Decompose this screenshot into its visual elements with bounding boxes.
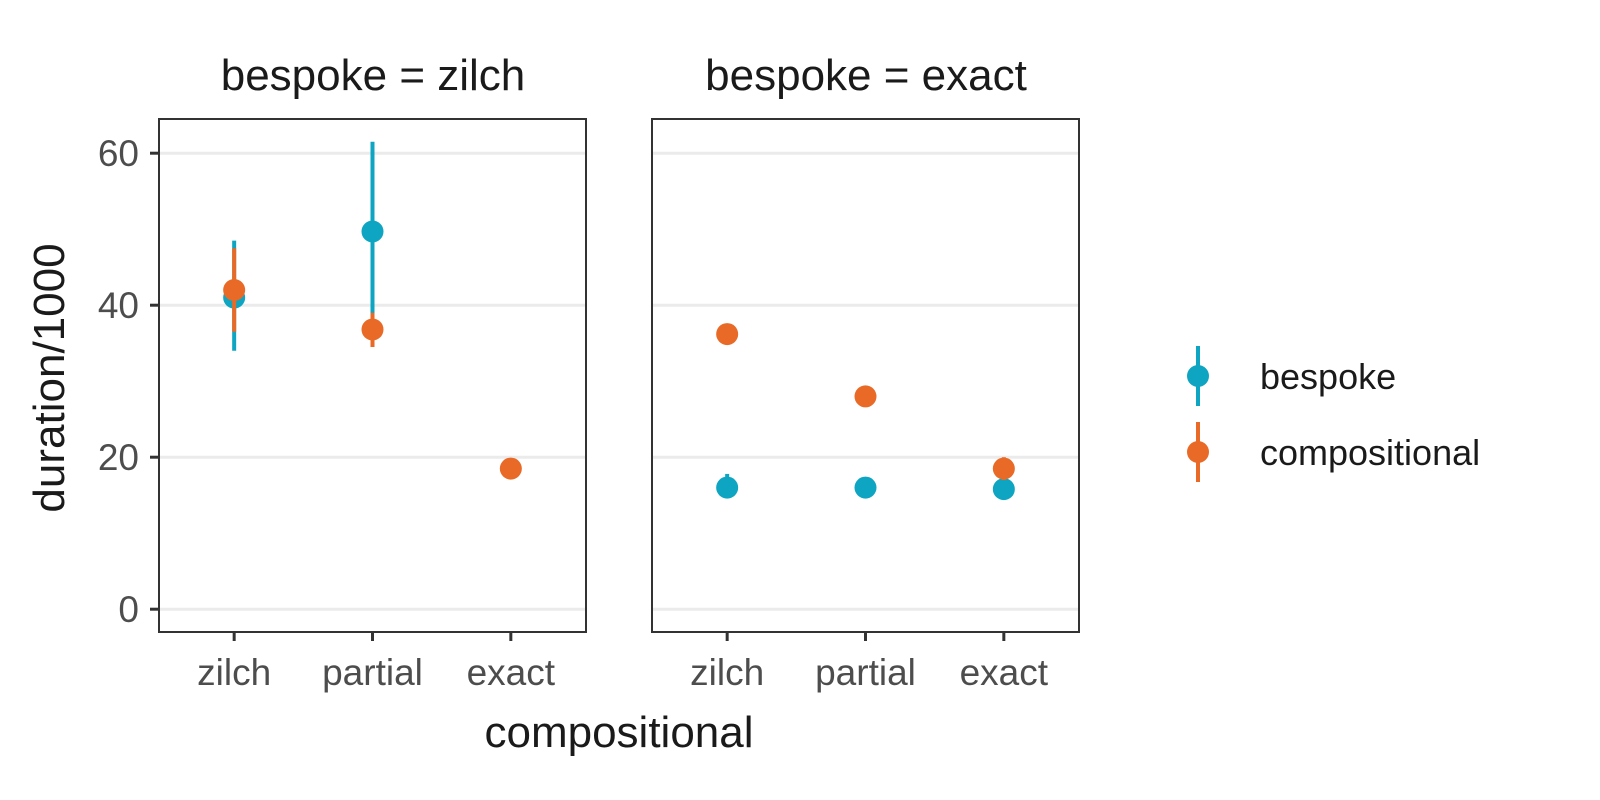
point-bespoke [716,476,739,499]
y-tick-label: 20 [98,437,139,478]
legend-item-bespoke: bespoke [1187,346,1396,406]
y-tick-label: 0 [118,589,139,630]
legend-label: bespoke [1260,356,1396,397]
panel-2-title: bespoke = exact [705,51,1027,100]
legend-item-compositional: compositional [1187,422,1480,482]
x-tick-label: exact [960,652,1049,693]
x-tick-label: exact [467,652,556,693]
panel-1: zilch partial exact [158,118,587,693]
legend: bespoke compositional [1187,346,1480,482]
point-compositional [992,457,1015,480]
x-tick-label: partial [322,652,423,693]
point-bespoke [854,476,877,499]
point-compositional [854,385,877,408]
point-compositional [716,323,739,346]
legend-label: compositional [1260,432,1480,473]
y-axis-title: duration/1000 [25,243,74,512]
y-tick-label: 40 [98,285,139,326]
point-compositional [499,457,522,480]
plot-panels: zilch partial exact zilch partial exact [158,118,1080,693]
panel-2: zilch partial exact [651,118,1080,693]
x-axis-title: compositional [484,708,753,757]
point-bespoke [361,220,384,243]
x-tick-label: zilch [197,652,271,693]
x-tick-label: partial [815,652,916,693]
panel-border [651,118,1080,633]
point-bespoke [992,478,1015,501]
panel-1-title: bespoke = zilch [221,51,526,100]
x-tick-label: zilch [690,652,764,693]
panel-border [158,118,587,633]
legend-key-point [1187,441,1209,463]
y-tick-label: 60 [98,133,139,174]
point-compositional [223,279,246,301]
legend-key-point [1187,365,1209,387]
y-axis: 0 20 40 60 [98,133,159,630]
point-compositional [361,318,384,341]
